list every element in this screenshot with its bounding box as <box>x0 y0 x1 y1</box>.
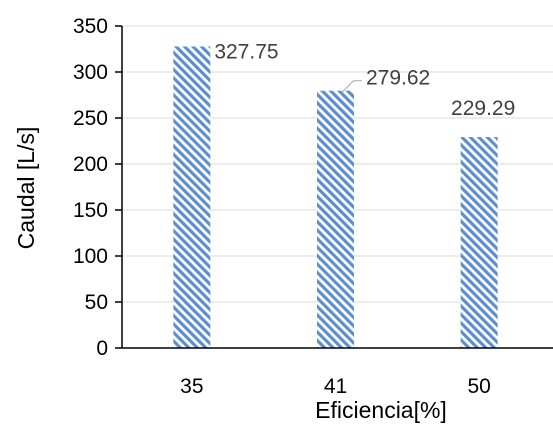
data-label: 327.75 <box>214 40 278 63</box>
data-labels: 327.75 279.62 229.29 <box>214 40 515 120</box>
y-tick-label: 200 <box>73 153 108 176</box>
bars <box>173 46 498 348</box>
data-label: 279.62 <box>366 67 430 90</box>
data-label-leader-line <box>341 80 362 94</box>
data-label: 229.29 <box>451 97 515 120</box>
bar-35 <box>173 46 211 348</box>
y-tick-label: 150 <box>73 199 108 222</box>
y-tick-label: 0 <box>96 337 108 360</box>
x-tick-labels: 35 41 50 <box>180 375 491 398</box>
x-tick-label: 50 <box>467 375 490 398</box>
x-tick-label: 41 <box>324 375 347 398</box>
y-axis-title: Caudal [L/s] <box>13 127 39 250</box>
y-tick-label: 100 <box>73 245 108 268</box>
bar-50 <box>460 137 498 348</box>
y-tick-labels: 0 50 100 150 200 250 300 350 <box>73 15 108 360</box>
x-tick-label: 35 <box>180 375 203 398</box>
y-tick-label: 250 <box>73 107 108 130</box>
x-axis-title: Eficiencia[%] <box>315 397 447 423</box>
y-tick-label: 350 <box>73 15 108 38</box>
axes <box>115 25 553 349</box>
y-tick-label: 300 <box>73 61 108 84</box>
y-tick-label: 50 <box>85 291 108 314</box>
bar-41 <box>317 90 354 348</box>
